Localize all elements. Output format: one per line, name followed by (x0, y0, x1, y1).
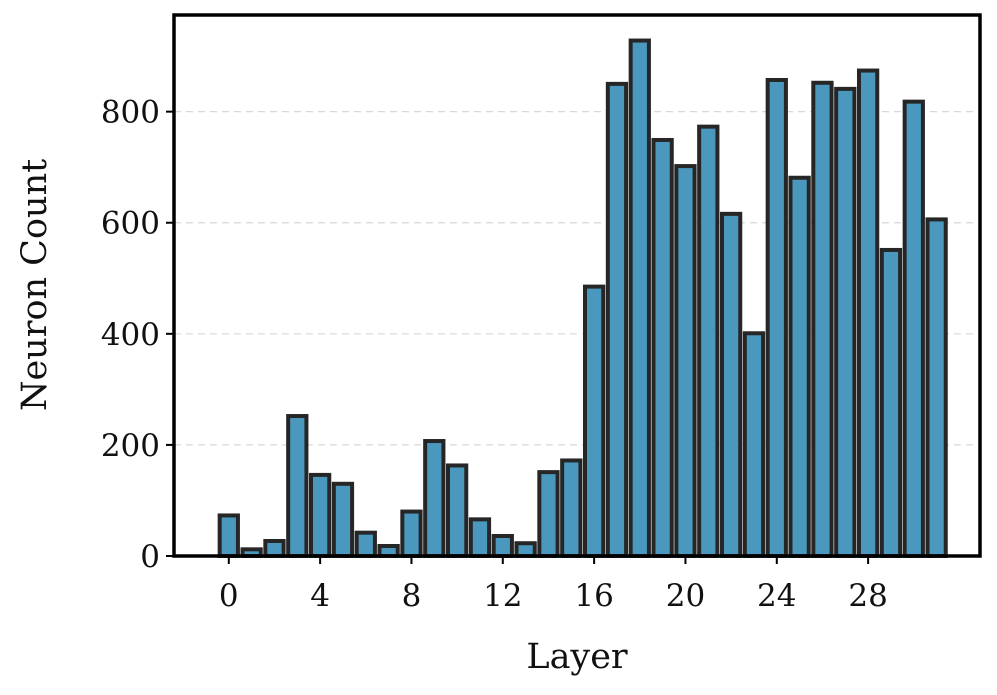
y-axis-title: Neuron Count (15, 159, 55, 411)
bar (423, 439, 446, 559)
bar (834, 86, 857, 558)
bar (605, 81, 629, 558)
bar (742, 331, 766, 559)
x-tick-label: 8 (402, 578, 422, 614)
plot-frame (172, 13, 982, 558)
y-tick-label: 600 (101, 206, 160, 242)
y-tick-label: 800 (101, 95, 160, 131)
x-tick-label: 28 (848, 578, 887, 614)
x-axis-ticks: 0 4 8 12 16 20 24 28 (219, 556, 888, 614)
bar (925, 217, 948, 558)
bar (468, 517, 492, 559)
y-tick-label: 0 (140, 539, 160, 575)
bar (674, 164, 697, 558)
x-tick-label: 4 (310, 578, 330, 614)
bar (719, 211, 743, 558)
bar (491, 534, 514, 558)
bar (879, 247, 903, 558)
bar (514, 541, 537, 559)
bar (560, 458, 583, 559)
bar (765, 77, 788, 558)
bar (217, 513, 240, 558)
bar (445, 463, 469, 559)
x-tick-label: 12 (483, 578, 522, 614)
bar (537, 470, 560, 558)
bar (628, 38, 651, 559)
bar (811, 80, 834, 559)
bar (263, 539, 286, 558)
bar (697, 124, 720, 558)
bar (400, 509, 423, 558)
bar (286, 414, 309, 558)
y-tick-label: 400 (101, 317, 160, 353)
y-axis-ticks: 0 200 400 600 800 (101, 95, 174, 575)
bar (354, 530, 377, 558)
y-tick-label: 200 (101, 428, 160, 464)
x-tick-label: 16 (574, 578, 613, 614)
x-axis-title: Layer (526, 637, 628, 677)
bar (856, 68, 880, 558)
bar (902, 99, 925, 559)
bar (308, 472, 332, 559)
x-tick-label: 20 (666, 578, 705, 614)
x-tick-label: 0 (219, 578, 239, 614)
bars (217, 38, 948, 559)
bar (582, 284, 606, 558)
bar (651, 137, 674, 558)
bar (331, 481, 355, 558)
x-tick-label: 24 (757, 578, 796, 614)
bar (788, 175, 811, 558)
